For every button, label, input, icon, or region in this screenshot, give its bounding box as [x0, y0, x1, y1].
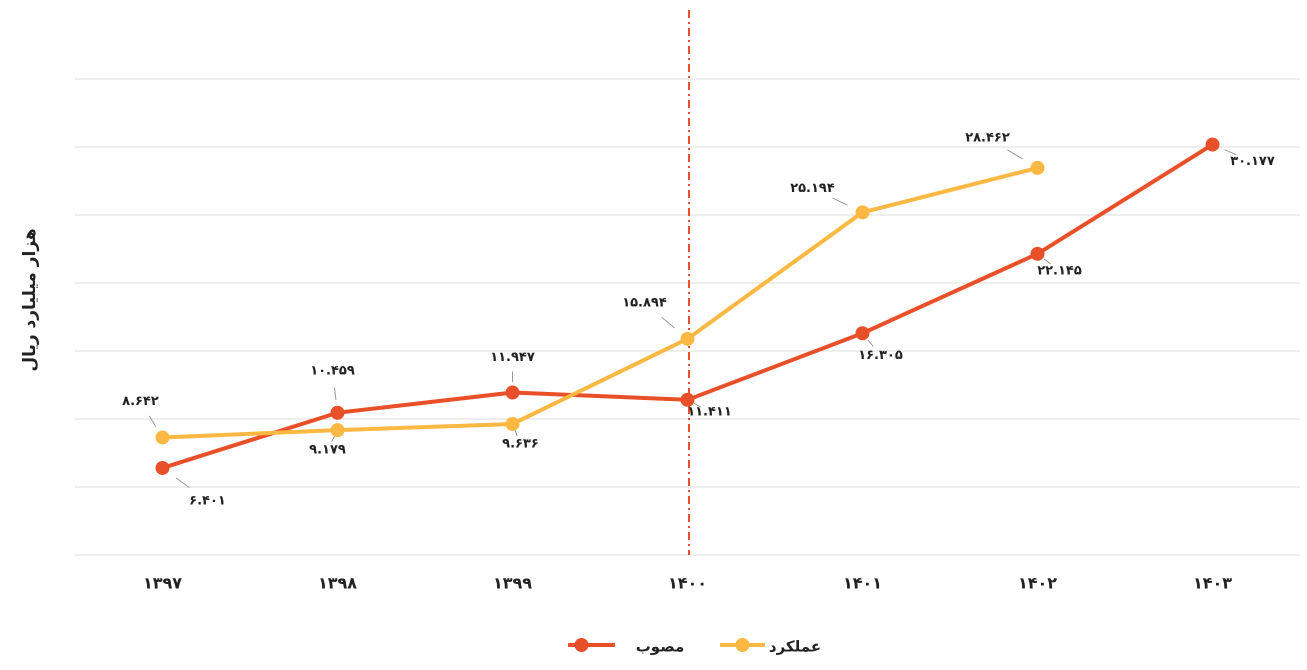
data-label: ۹.۶۳۶ [502, 436, 539, 451]
label-leader [867, 339, 874, 347]
series-line [162, 165, 1038, 440]
data-label: ۹.۱۷۹ [309, 443, 346, 458]
data-label: ۱۱.۴۱۱ [687, 404, 732, 419]
point [855, 326, 870, 341]
data-label: ۸.۶۴۲ [122, 394, 159, 409]
label-leader [1043, 258, 1052, 265]
data-label: ۲۸.۴۶۲ [965, 130, 1010, 145]
x-tick-label: ۱۴۰۲ [1018, 574, 1057, 593]
data-label: ۲۲.۱۴۵ [1037, 263, 1082, 278]
label-leader [331, 435, 335, 443]
point [505, 416, 520, 431]
x-tick-label: ۱۴۰۳ [1193, 574, 1232, 593]
label-leader [334, 387, 337, 401]
label-leader [514, 429, 518, 437]
point [1030, 246, 1045, 261]
data-label: ۱۱.۹۴۷ [490, 350, 535, 365]
data-label: ۱۶.۳۰۵ [858, 348, 903, 363]
data-label: ۱۰.۴۵۹ [310, 363, 355, 378]
label-leader [175, 477, 190, 489]
point [330, 423, 345, 438]
legend-marker [735, 638, 750, 652]
point [1030, 160, 1045, 175]
label-leader [148, 415, 157, 427]
point [1205, 137, 1220, 152]
data-label: ۳۰.۱۷۷ [1230, 154, 1275, 169]
x-tick-label: ۱۴۰۱ [843, 574, 882, 593]
y-axis-label: هزار میلیارد ریال [20, 228, 40, 371]
point [330, 405, 345, 420]
data-label: ۱۵.۸۹۴ [622, 295, 667, 310]
point [855, 205, 870, 220]
label-leader [661, 316, 675, 329]
label-leader [693, 402, 701, 408]
legend-marker [574, 638, 589, 652]
point [155, 460, 170, 475]
legend-label: عملکرد [769, 638, 821, 656]
label-leader [832, 197, 848, 206]
x-tick-label: ۱۴۰۰ [668, 574, 707, 593]
point [505, 385, 520, 400]
data-label: ۶.۴۰۱ [189, 493, 226, 508]
label-leader [1007, 149, 1023, 160]
point [155, 430, 170, 445]
point [680, 331, 695, 346]
point [680, 392, 695, 407]
x-tick-label: ۱۳۹۹ [493, 574, 532, 593]
legend-label: مصوب [636, 638, 685, 656]
x-tick-label: ۱۳۹۸ [318, 574, 357, 593]
data-label: ۲۵.۱۹۴ [790, 181, 835, 196]
x-tick-label: ۱۳۹۷ [143, 574, 182, 593]
label-leader [1224, 149, 1237, 156]
